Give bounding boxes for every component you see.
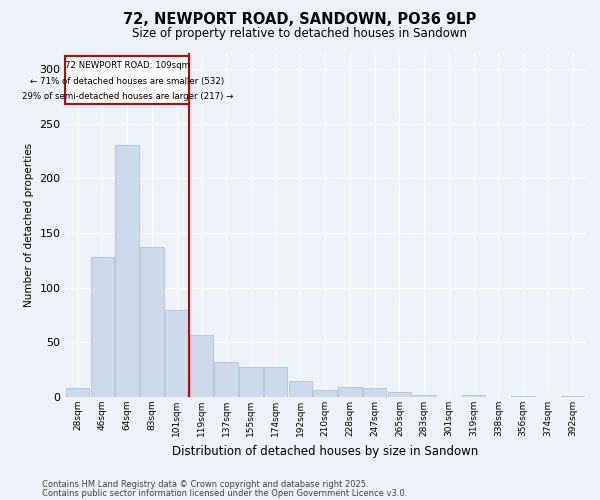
Text: Contains HM Land Registry data © Crown copyright and database right 2025.: Contains HM Land Registry data © Crown c…: [42, 480, 368, 489]
Bar: [264, 368, 287, 397]
Bar: [388, 392, 411, 397]
Text: 72 NEWPORT ROAD: 109sqm: 72 NEWPORT ROAD: 109sqm: [65, 61, 190, 70]
Y-axis label: Number of detached properties: Number of detached properties: [24, 142, 34, 307]
FancyBboxPatch shape: [65, 56, 189, 104]
Text: ← 71% of detached houses are smaller (532): ← 71% of detached houses are smaller (53…: [30, 76, 224, 86]
Bar: [412, 395, 436, 397]
Bar: [140, 247, 164, 397]
Bar: [313, 390, 337, 397]
Text: Size of property relative to detached houses in Sandown: Size of property relative to detached ho…: [133, 28, 467, 40]
Text: 72, NEWPORT ROAD, SANDOWN, PO36 9LP: 72, NEWPORT ROAD, SANDOWN, PO36 9LP: [124, 12, 476, 28]
X-axis label: Distribution of detached houses by size in Sandown: Distribution of detached houses by size …: [172, 444, 478, 458]
Bar: [91, 257, 114, 397]
Bar: [338, 387, 362, 397]
Bar: [165, 310, 188, 397]
Bar: [363, 388, 386, 397]
Bar: [462, 395, 485, 397]
Bar: [511, 396, 535, 397]
Bar: [289, 380, 312, 397]
Bar: [561, 396, 584, 397]
Text: 29% of semi-detached houses are larger (217) →: 29% of semi-detached houses are larger (…: [22, 92, 233, 101]
Bar: [66, 388, 89, 397]
Bar: [190, 334, 213, 397]
Bar: [214, 362, 238, 397]
Bar: [239, 368, 263, 397]
Bar: [115, 146, 139, 397]
Text: Contains public sector information licensed under the Open Government Licence v3: Contains public sector information licen…: [42, 488, 407, 498]
